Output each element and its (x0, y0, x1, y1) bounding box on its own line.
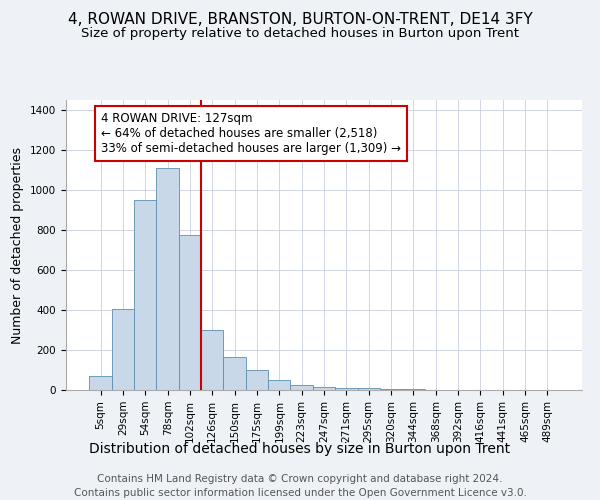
Text: Size of property relative to detached houses in Burton upon Trent: Size of property relative to detached ho… (81, 28, 519, 40)
Bar (313, 387, 335, 390)
Bar (201, 330, 223, 390)
Bar (246, 370, 268, 390)
Bar (179, 235, 201, 390)
Bar (268, 380, 290, 390)
Bar (112, 309, 134, 390)
Bar (335, 388, 358, 390)
Bar (223, 357, 246, 390)
Text: 4 ROWAN DRIVE: 127sqm
← 64% of detached houses are smaller (2,518)
33% of semi-d: 4 ROWAN DRIVE: 127sqm ← 64% of detached … (101, 112, 401, 155)
Bar (134, 200, 157, 390)
Bar (358, 388, 380, 390)
Text: Contains HM Land Registry data © Crown copyright and database right 2024.
Contai: Contains HM Land Registry data © Crown c… (74, 474, 526, 498)
Y-axis label: Number of detached properties: Number of detached properties (11, 146, 25, 344)
Bar (290, 385, 313, 390)
Bar (89, 376, 112, 390)
Text: 4, ROWAN DRIVE, BRANSTON, BURTON-ON-TRENT, DE14 3FY: 4, ROWAN DRIVE, BRANSTON, BURTON-ON-TREN… (68, 12, 532, 28)
Bar (380, 389, 402, 390)
Bar (157, 168, 179, 390)
Text: Distribution of detached houses by size in Burton upon Trent: Distribution of detached houses by size … (89, 442, 511, 456)
